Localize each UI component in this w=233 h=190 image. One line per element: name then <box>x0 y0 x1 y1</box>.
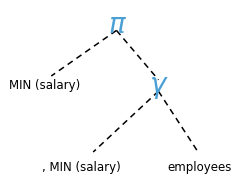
Text: γ: γ <box>150 71 167 100</box>
Text: π: π <box>108 11 125 39</box>
Text: MIN (salary): MIN (salary) <box>9 79 81 92</box>
Text: , MIN (salary): , MIN (salary) <box>42 161 121 174</box>
Text: employees: employees <box>168 161 232 174</box>
